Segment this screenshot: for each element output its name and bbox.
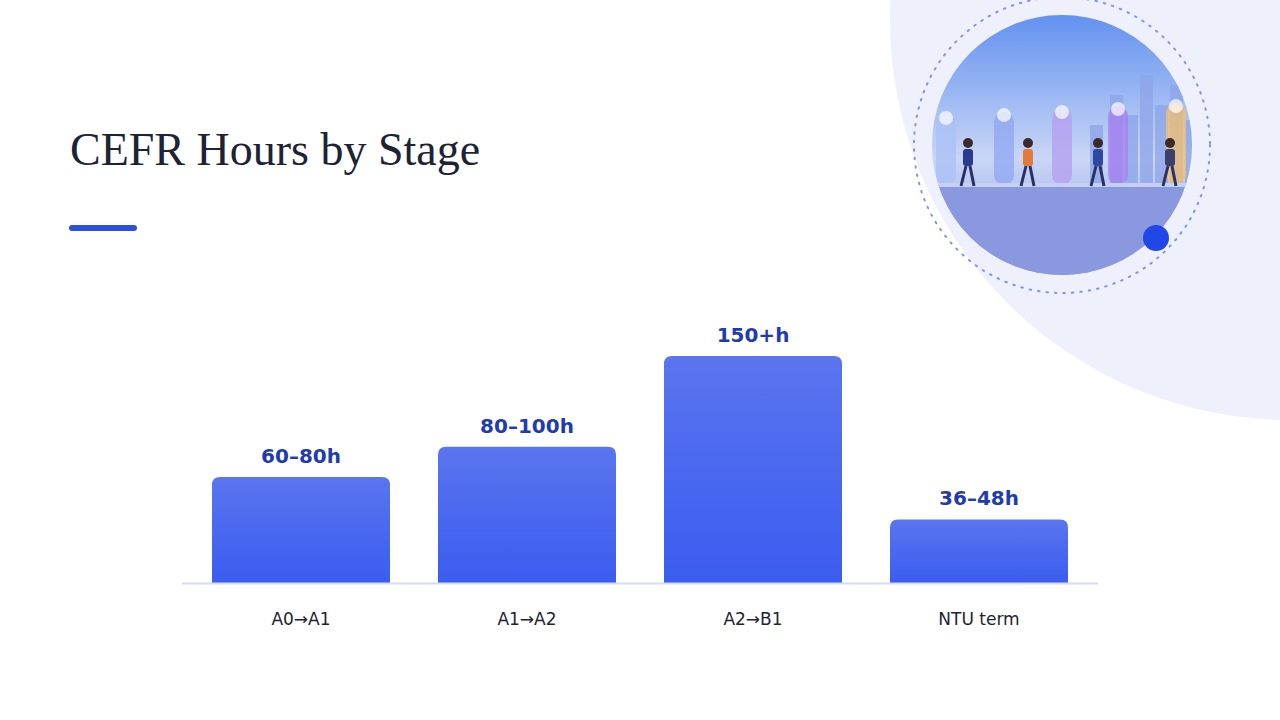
deco-circle xyxy=(890,0,1280,420)
chart-svg: CEFR Hours by Stage 60–80h 80–100h 150+h 36–… xyxy=(0,0,1280,720)
chart-title: CEFR Hours by Stage xyxy=(70,124,480,175)
bar xyxy=(664,356,842,583)
deco-walker-body xyxy=(1023,149,1033,166)
deco-walker-leg xyxy=(961,166,966,186)
deco-walker-head xyxy=(1023,138,1033,148)
deco-ground xyxy=(930,185,1200,285)
deco-building xyxy=(1140,75,1153,185)
deco-walker-leg xyxy=(1030,166,1034,186)
deco-railing xyxy=(930,183,1200,187)
bar xyxy=(890,519,1068,583)
deco-walker-head xyxy=(963,138,973,148)
category-label: A2→B1 xyxy=(723,609,782,629)
x-axis-line xyxy=(182,583,1098,585)
deco-pillar-light xyxy=(1169,99,1183,113)
deco-walker-leg xyxy=(1163,166,1168,186)
deco-walker-head xyxy=(1093,138,1103,148)
deco-walker-leg xyxy=(1091,166,1096,186)
data-label: 60–80h xyxy=(261,444,341,468)
deco-pillar xyxy=(1108,106,1128,185)
deco-walker-leg xyxy=(1172,166,1176,186)
deco-walker-body xyxy=(1093,149,1103,166)
deco-walker-head xyxy=(1165,138,1175,148)
deco-walker-body xyxy=(1165,149,1175,166)
data-label: 150+h xyxy=(717,323,790,347)
deco-walker-body xyxy=(963,149,973,166)
category-label: A0→A1 xyxy=(271,609,330,629)
deco-pillar-light xyxy=(939,111,953,125)
deco-pillar-light xyxy=(1055,105,1069,119)
deco-building xyxy=(1185,120,1198,185)
deco-pillar-light xyxy=(1111,102,1125,116)
deco-walker-leg xyxy=(1100,166,1104,186)
deco-building xyxy=(1090,125,1103,185)
data-label: 36–48h xyxy=(939,486,1019,510)
deco-dotted-ring xyxy=(914,0,1210,293)
deco-walker-leg xyxy=(970,166,974,186)
deco-pillar xyxy=(1052,109,1072,185)
deco-pillar-light xyxy=(997,108,1011,122)
category-label: NTU term xyxy=(938,609,1019,629)
bars xyxy=(212,356,1068,583)
deco-walker-leg xyxy=(1021,166,1026,186)
deco-pillar xyxy=(936,115,956,185)
chart-root: CEFR Hours by Stage 60–80h 80–100h 150+h 36–… xyxy=(0,0,1280,720)
data-label: 80–100h xyxy=(480,414,574,438)
bar xyxy=(438,447,616,583)
bar xyxy=(212,477,390,583)
category-label: A1→A2 xyxy=(497,609,556,629)
deco-illustration xyxy=(930,10,1200,285)
deco-pillar xyxy=(1166,103,1186,185)
title-underline xyxy=(69,225,137,231)
deco-pillar xyxy=(994,112,1014,185)
deco-dot xyxy=(1143,225,1169,251)
